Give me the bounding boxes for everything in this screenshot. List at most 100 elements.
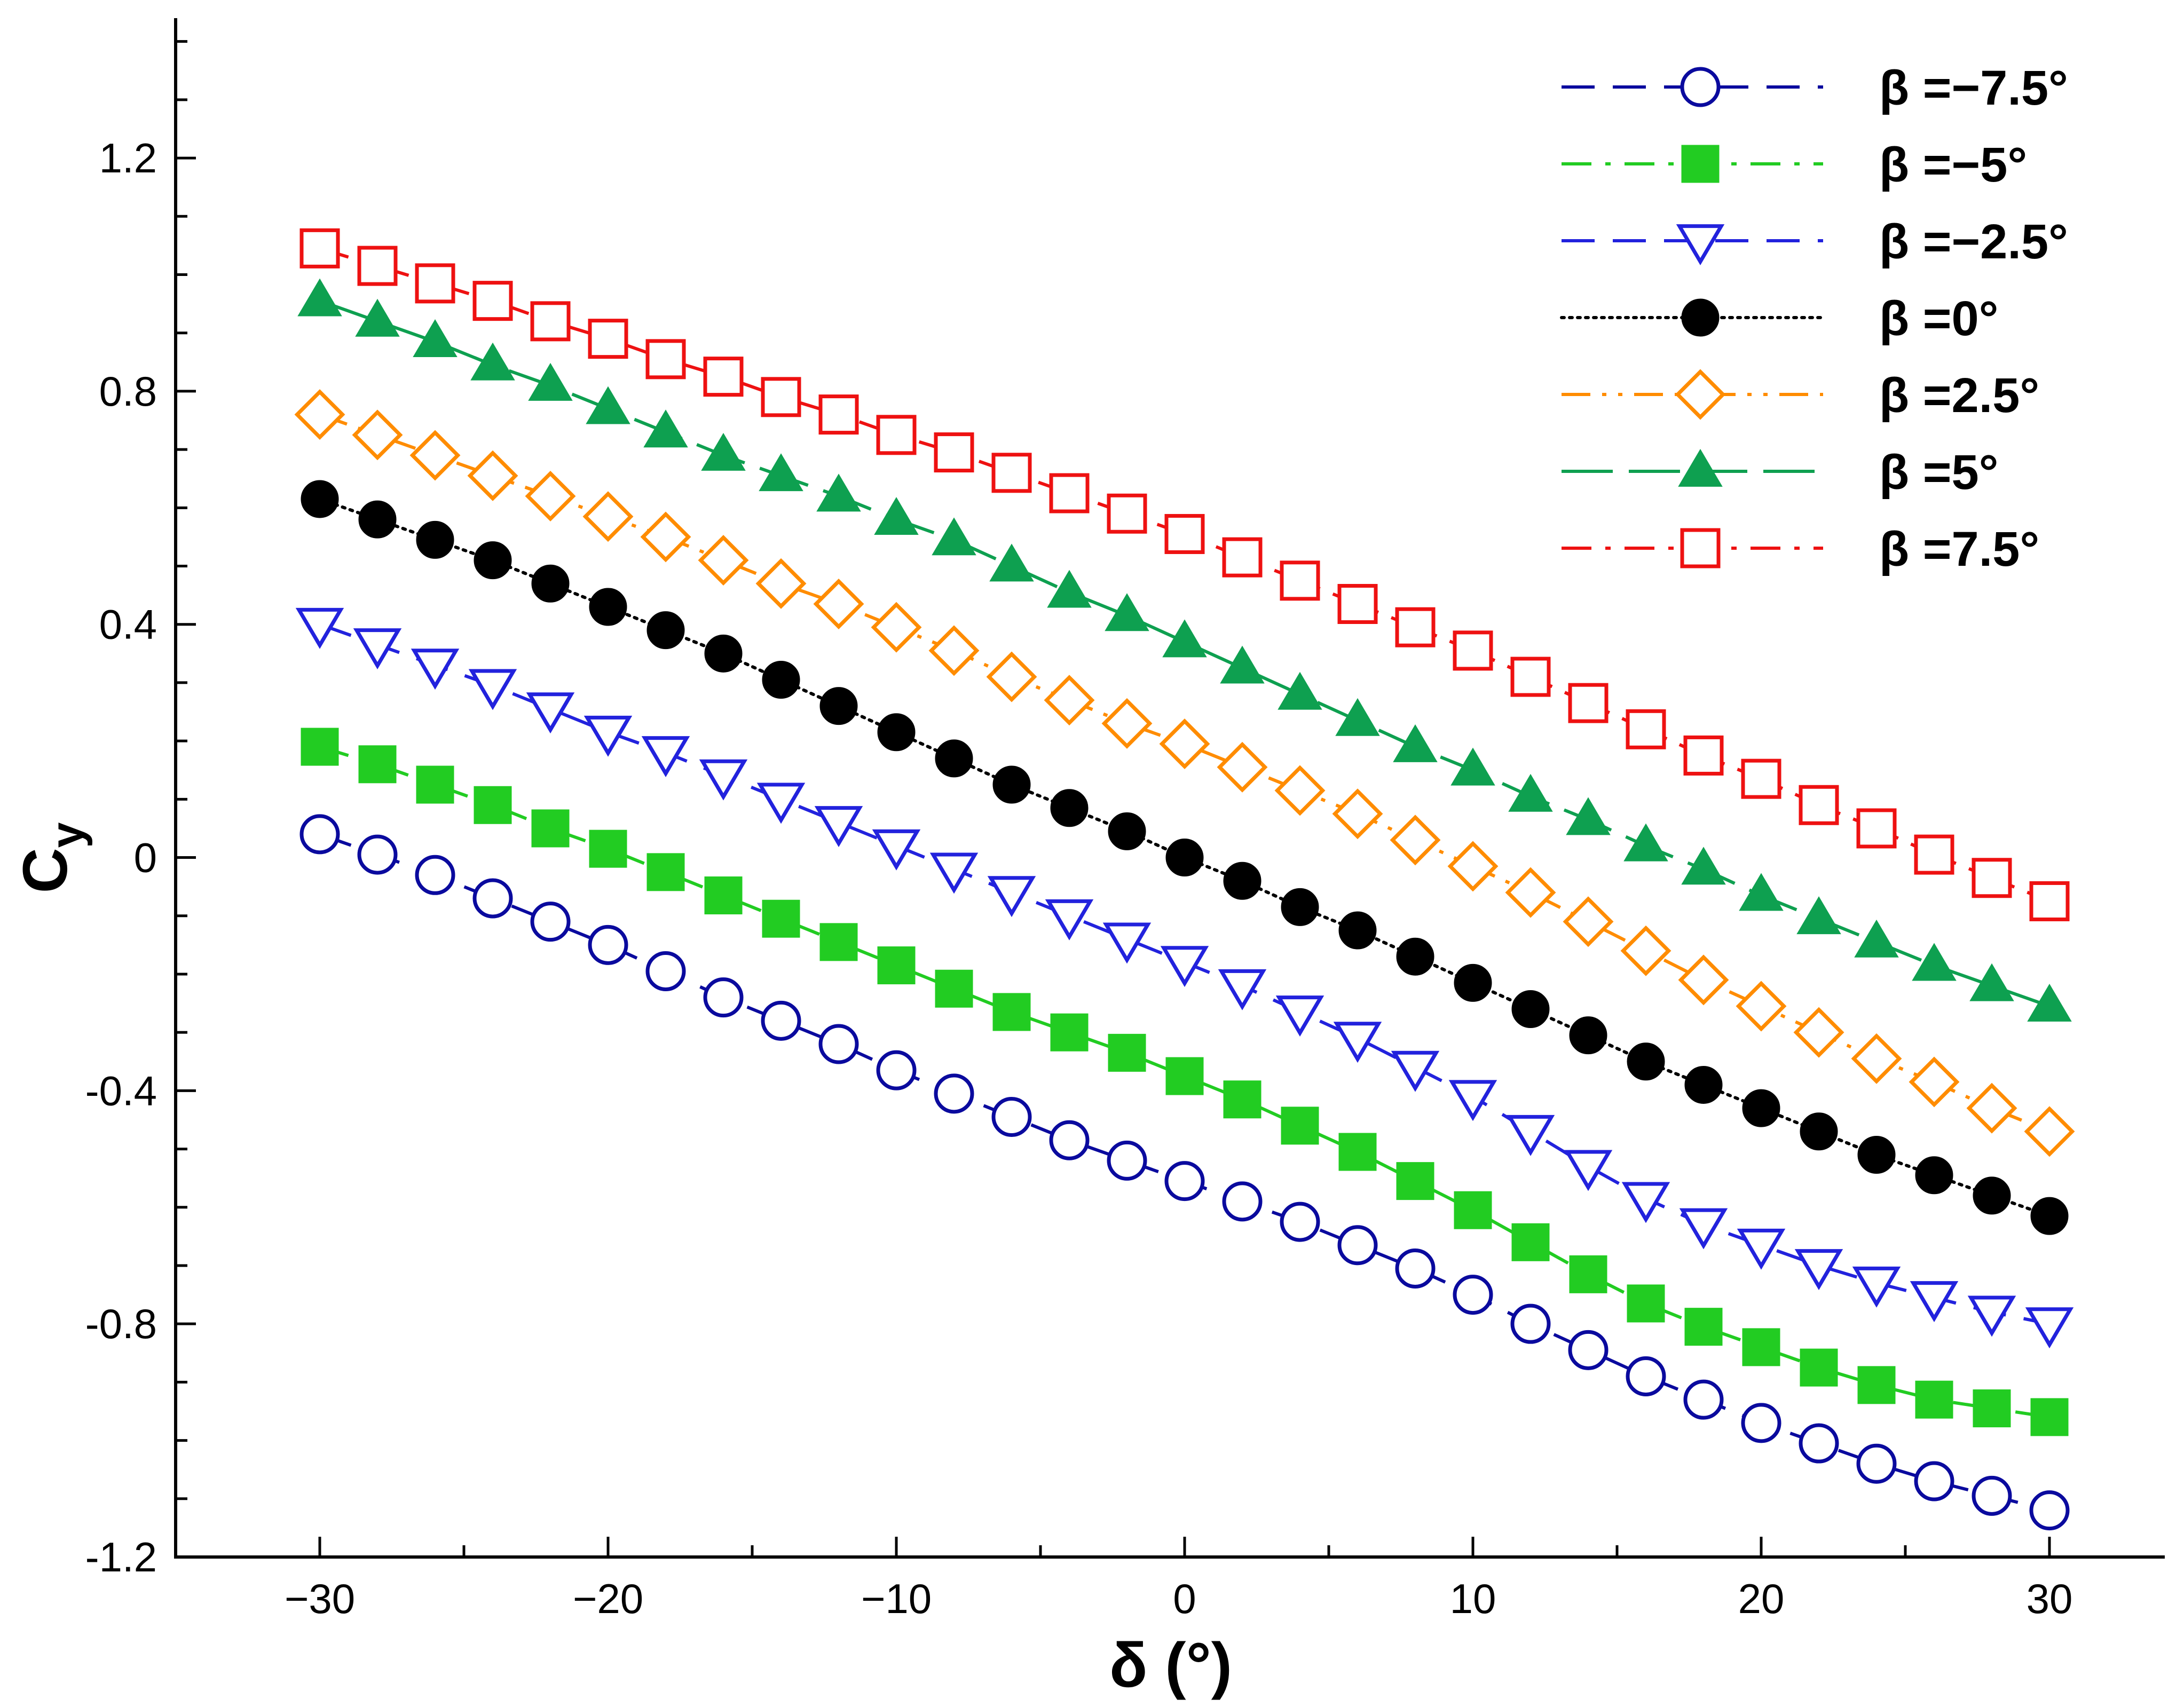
data-point — [1335, 698, 1380, 736]
data-point — [1620, 925, 1671, 976]
data-point — [1621, 1182, 1670, 1223]
legend-entry-2: β =−5° — [1562, 138, 2027, 192]
data-point — [472, 878, 513, 919]
legend-entry-5: β =2.5° — [1562, 368, 2039, 423]
data-point — [819, 923, 858, 961]
x-tick-label: −10 — [861, 1575, 932, 1622]
data-point — [413, 319, 458, 357]
data-point — [1736, 981, 1787, 1032]
data-point — [1223, 862, 1261, 900]
data-point — [1681, 847, 1726, 885]
data-point — [1395, 607, 1436, 647]
legend-label: β =−7.5° — [1879, 61, 2068, 115]
data-point — [299, 228, 340, 268]
data-point — [531, 809, 570, 848]
data-point — [1391, 1050, 1440, 1092]
data-point — [1627, 1042, 1665, 1081]
data-point — [1972, 858, 2012, 898]
y-axis-title-main: C — [10, 848, 81, 893]
data-point — [1337, 584, 1378, 625]
data-point — [1393, 724, 1438, 762]
data-point — [761, 377, 801, 417]
legend-entry-7: β =7.5° — [1562, 522, 2039, 576]
data-point — [1108, 1033, 1146, 1072]
data-point — [704, 876, 743, 915]
series-2 — [301, 728, 2069, 1436]
data-point — [819, 687, 858, 725]
data-point — [813, 579, 864, 629]
data-point — [759, 453, 803, 492]
data-point — [1338, 911, 1377, 950]
data-point — [2030, 1197, 2069, 1235]
data-point — [1973, 1389, 2011, 1428]
data-point — [1627, 1284, 1665, 1323]
legend-marker — [1681, 298, 1720, 337]
data-point — [1395, 1248, 1436, 1289]
y-tick-label: 0 — [134, 834, 157, 881]
data-point — [1050, 1013, 1089, 1052]
data-point — [1912, 943, 1957, 981]
legend-marker — [1681, 145, 1720, 183]
data-point — [1915, 1156, 1953, 1195]
data-point — [525, 471, 576, 521]
data-point — [877, 713, 916, 752]
legend-label: β =7.5° — [1879, 522, 2039, 576]
data-point — [1222, 537, 1263, 578]
data-point — [755, 558, 807, 609]
data-point — [1739, 873, 1784, 911]
data-point — [355, 298, 400, 337]
data-point — [1447, 841, 1499, 892]
data-point — [1105, 593, 1149, 631]
legend-marker — [1678, 448, 1723, 487]
data-point — [816, 473, 861, 512]
series-3 — [295, 607, 2074, 1349]
data-point — [641, 736, 690, 777]
data-point — [1280, 1202, 1320, 1242]
data-point — [756, 783, 806, 824]
data-point — [301, 728, 339, 766]
data-point — [589, 829, 627, 868]
data-point — [1741, 1403, 1781, 1443]
data-point — [411, 649, 460, 690]
data-point — [1275, 995, 1324, 1037]
data-point — [1450, 747, 1495, 786]
data-point — [1390, 815, 1441, 866]
data-point — [935, 969, 973, 1008]
data-point — [1623, 823, 1668, 862]
data-point — [1852, 1266, 1901, 1308]
data-point — [1966, 1082, 2017, 1134]
legend-label: β =−5° — [1879, 138, 2027, 192]
legend-marker — [1680, 67, 1721, 107]
data-point — [1332, 788, 1383, 840]
data-point — [928, 625, 980, 676]
data-point — [1505, 867, 1556, 918]
data-point — [1045, 899, 1094, 941]
data-point — [1510, 657, 1551, 697]
legend-label: β =2.5° — [1879, 368, 2039, 423]
data-point — [935, 739, 973, 778]
x-tick-label: −30 — [285, 1575, 355, 1622]
data-point — [1162, 619, 1207, 658]
data-point — [467, 450, 518, 501]
data-point — [643, 409, 688, 448]
x-tick-label: 0 — [1173, 1575, 1196, 1622]
data-point — [1333, 1022, 1382, 1063]
legend-entry-4: β =0° — [1560, 291, 1998, 346]
data-point — [1857, 1366, 1896, 1404]
data-point — [294, 389, 345, 440]
data-point — [1678, 954, 1729, 1006]
data-point — [358, 745, 397, 784]
x-tick-label: 30 — [2027, 1575, 2073, 1622]
data-point — [934, 432, 974, 473]
data-point — [932, 517, 976, 556]
data-point — [1049, 473, 1090, 513]
data-point — [1278, 671, 1322, 710]
data-point — [1564, 1150, 1613, 1191]
data-point — [1568, 683, 1609, 723]
data-point — [1569, 1016, 1607, 1055]
data-point — [699, 759, 748, 801]
data-point — [874, 497, 919, 535]
data-point — [1568, 1330, 1609, 1370]
